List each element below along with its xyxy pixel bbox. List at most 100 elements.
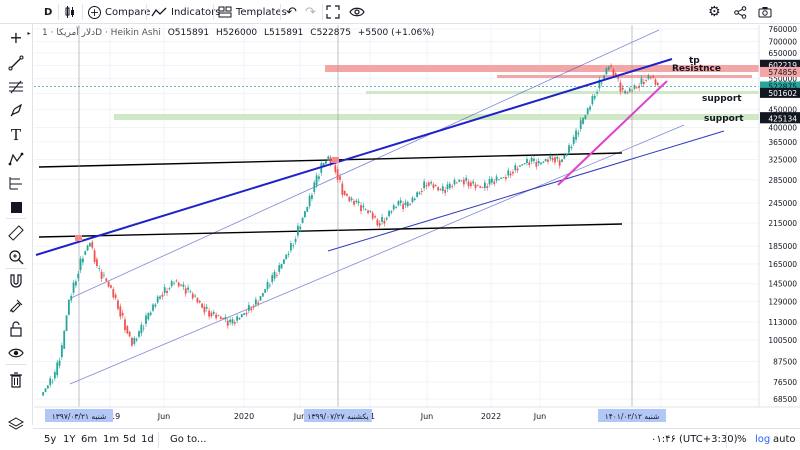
- legend-close: C522875: [310, 28, 351, 38]
- candle-body: [547, 159, 549, 162]
- candle-body: [210, 312, 213, 317]
- candle-body: [509, 173, 512, 176]
- toolbar-divider: [146, 4, 147, 20]
- lock-icon[interactable]: [7, 320, 25, 338]
- candle-body: [329, 157, 332, 165]
- candle-body: [526, 159, 528, 163]
- candle-body: [124, 319, 126, 331]
- bar-style-icon[interactable]: [64, 0, 76, 24]
- undo-icon[interactable]: ↶: [286, 4, 297, 20]
- range-5y-button[interactable]: 5y: [44, 434, 57, 445]
- candle-body: [624, 90, 627, 94]
- candle-body: [290, 243, 292, 251]
- candle-body: [416, 192, 419, 197]
- ruler-icon[interactable]: [7, 224, 25, 242]
- candle-body: [259, 296, 262, 301]
- candle-body: [313, 182, 316, 192]
- candle-body: [462, 179, 465, 185]
- eye-icon[interactable]: [349, 0, 365, 24]
- range-6m-button[interactable]: 6m: [81, 434, 98, 445]
- candle-body: [229, 319, 232, 323]
- redo-icon[interactable]: ↷: [305, 4, 316, 20]
- symbol-button[interactable]: D: [44, 6, 53, 18]
- compare-button[interactable]: + Compare: [88, 0, 150, 24]
- prediction-icon[interactable]: [7, 174, 25, 192]
- range-1y-button[interactable]: 1Y: [63, 434, 76, 445]
- range-1m-button[interactable]: 1m: [103, 434, 120, 445]
- color-square-icon[interactable]: [7, 198, 25, 216]
- snapshot-icon[interactable]: [758, 0, 772, 24]
- candle-body: [635, 87, 638, 89]
- layers-icon[interactable]: [7, 415, 25, 433]
- goto-button[interactable]: Go to...: [170, 434, 207, 445]
- magnet-icon[interactable]: [7, 272, 25, 290]
- range-5d-button[interactable]: 5d: [123, 434, 136, 445]
- price-tick-label: 113000: [768, 318, 797, 327]
- log-toggle[interactable]: log: [755, 434, 771, 445]
- zoom-in-icon[interactable]: [7, 248, 25, 266]
- candle-body: [318, 176, 320, 179]
- indicators-button[interactable]: Indicators: [151, 0, 220, 24]
- candle-body: [469, 182, 472, 187]
- candle-body: [278, 265, 281, 272]
- candle-body: [126, 326, 129, 334]
- candle-body: [537, 160, 540, 164]
- percent-toggle[interactable]: %: [737, 434, 747, 445]
- candle-body: [163, 287, 166, 293]
- candle-body: [425, 185, 428, 187]
- timezone-button[interactable]: ۰۱:۴۶ (UTC+3:30): [651, 434, 738, 445]
- legend-high: H526000: [216, 28, 258, 38]
- chart-legend: دلار آمریکا · 1D · Heikin Ashi O515891 H…: [42, 28, 438, 38]
- time-axis[interactable]: 2019Jun2020Jun21Jun2022Jun5: [34, 406, 800, 427]
- candle-body: [243, 313, 246, 315]
- candle-body: [392, 205, 395, 210]
- price-label-bg: [760, 113, 800, 124]
- price-label: 425134: [768, 114, 797, 123]
- candle-body: [535, 162, 538, 167]
- price-chart[interactable]: tp Resistnce support support 760000 70000…: [34, 25, 800, 427]
- candle-body: [631, 90, 634, 92]
- candle-body: [589, 106, 591, 110]
- resistance-zone: [325, 65, 767, 72]
- candle-body: [430, 182, 433, 184]
- candle-body: [395, 207, 397, 208]
- candle-body: [483, 182, 486, 189]
- candle-body: [371, 212, 374, 219]
- fullscreen-icon[interactable]: [326, 0, 340, 24]
- price-tick-label: 400000: [768, 124, 797, 133]
- pattern-icon[interactable]: [7, 150, 25, 168]
- candle-body: [367, 210, 369, 214]
- brush-icon[interactable]: [7, 102, 25, 120]
- candle-body: [315, 175, 318, 186]
- candle-body: [413, 198, 416, 200]
- candle-body: [79, 258, 82, 271]
- trend-line-icon[interactable]: [7, 54, 25, 72]
- candle-body: [308, 195, 311, 207]
- text-tool-icon[interactable]: T: [10, 126, 21, 144]
- price-tick-label: 165000: [768, 260, 797, 269]
- candle-body: [233, 322, 236, 324]
- candle-body: [128, 331, 131, 337]
- candle-body: [339, 176, 341, 180]
- candle-body: [505, 177, 507, 179]
- pivot-marker-1: [75, 235, 82, 241]
- price-label: 522875: [768, 82, 797, 91]
- eye-visibility-icon[interactable]: [7, 344, 25, 362]
- candle-body: [304, 211, 306, 218]
- share-icon[interactable]: [734, 0, 747, 24]
- fib-retracement-icon[interactable]: [7, 78, 25, 96]
- candle-body: [584, 115, 587, 119]
- candle-body: [633, 85, 636, 89]
- templates-button[interactable]: Templates: [218, 0, 287, 24]
- stay-in-drawing-icon[interactable]: [7, 296, 25, 314]
- trash-icon[interactable]: [7, 371, 25, 389]
- auto-toggle[interactable]: auto: [773, 434, 796, 445]
- candle-body: [397, 201, 400, 206]
- crosshair-icon[interactable]: +: [9, 27, 23, 47]
- candle-body: [189, 291, 192, 293]
- range-1d-button[interactable]: 1d: [141, 434, 154, 445]
- candle-body: [343, 190, 346, 195]
- gear-icon[interactable]: ⚙: [708, 4, 721, 20]
- candle-body: [656, 82, 659, 85]
- candle-body: [98, 268, 101, 269]
